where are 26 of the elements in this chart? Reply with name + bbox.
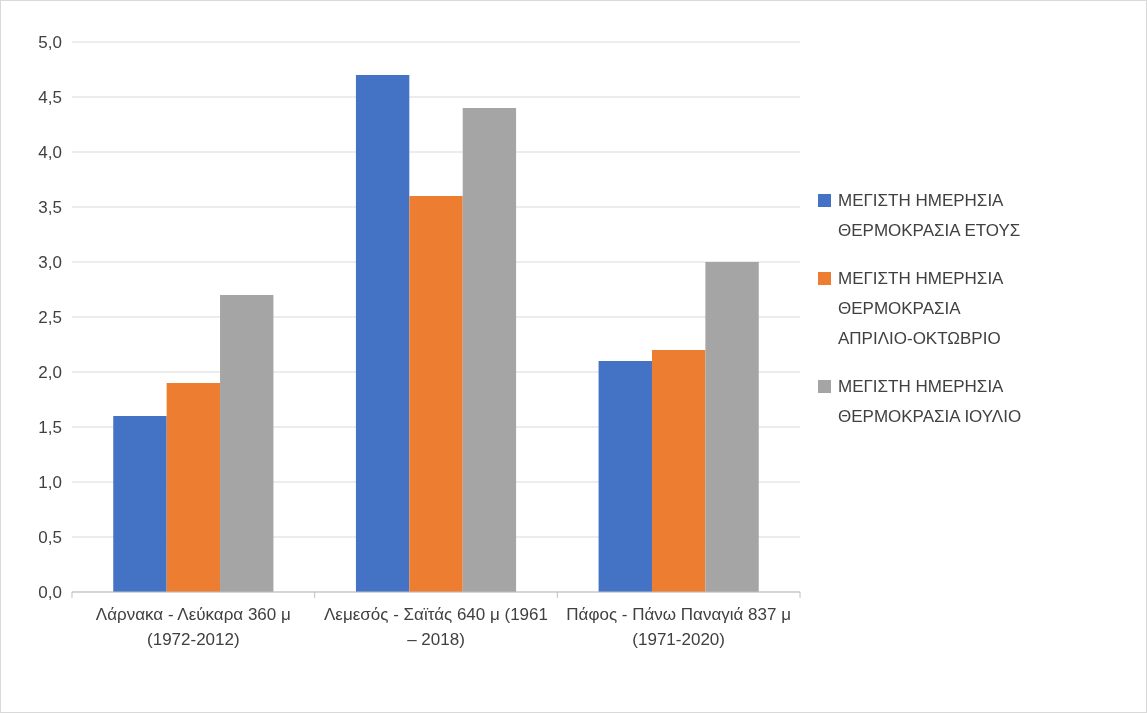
bar — [220, 295, 274, 592]
x-tick-label: Πάφος - Πάνω Παναγιά 837 μ (1971-2020) — [566, 605, 791, 649]
bar — [355, 75, 410, 592]
y-tick-label: 1,5 — [38, 417, 62, 437]
y-tick-label: 1,0 — [38, 472, 62, 492]
bar — [598, 361, 652, 592]
bar — [166, 383, 221, 592]
bar — [113, 416, 167, 592]
bar — [462, 108, 517, 592]
y-tick-label: 2,0 — [38, 362, 62, 382]
legend-label: ΜΕΓΙΣΤΗ ΗΜΕΡΗΣΙΑ ΘΕΡΜΟΚΡΑΣΙΑ ΑΠΡΙΛΙΟ-ΟΚΤΩΒΡΙΟ — [838, 269, 1005, 348]
y-tick-label: 4,5 — [38, 87, 62, 107]
y-tick-label: 3,0 — [38, 252, 62, 272]
y-tick-label: 3,5 — [38, 197, 62, 217]
y-tick-label: 2,5 — [38, 307, 62, 327]
bar — [409, 196, 463, 592]
y-tick-label: 0,0 — [38, 582, 62, 602]
x-tick-label: Λάρνακα - Λεύκαρα 360 μ (1972-2012) — [95, 605, 291, 649]
legend-label: ΜΕΓΙΣΤΗ ΗΜΕΡΗΣΙΑ ΘΕΡΜΟΚΡΑΣΙΑ ΕΤΟΥΣ — [838, 191, 1021, 240]
y-tick-label: 0,5 — [38, 527, 62, 547]
bar — [705, 262, 759, 592]
x-tick-label: Λεμεσός - Σαϊτάς 640 μ (1961 – 2018) — [324, 605, 548, 649]
bar — [651, 350, 706, 592]
y-tick-label: 5,0 — [38, 32, 62, 52]
legend-label: ΜΕΓΙΣΤΗ ΗΜΕΡΗΣΙΑ ΘΕΡΜΟΚΡΑΣΙΑ ΙΟΥΛΙΟ — [838, 377, 1022, 426]
y-tick-label: 4,0 — [38, 142, 62, 162]
